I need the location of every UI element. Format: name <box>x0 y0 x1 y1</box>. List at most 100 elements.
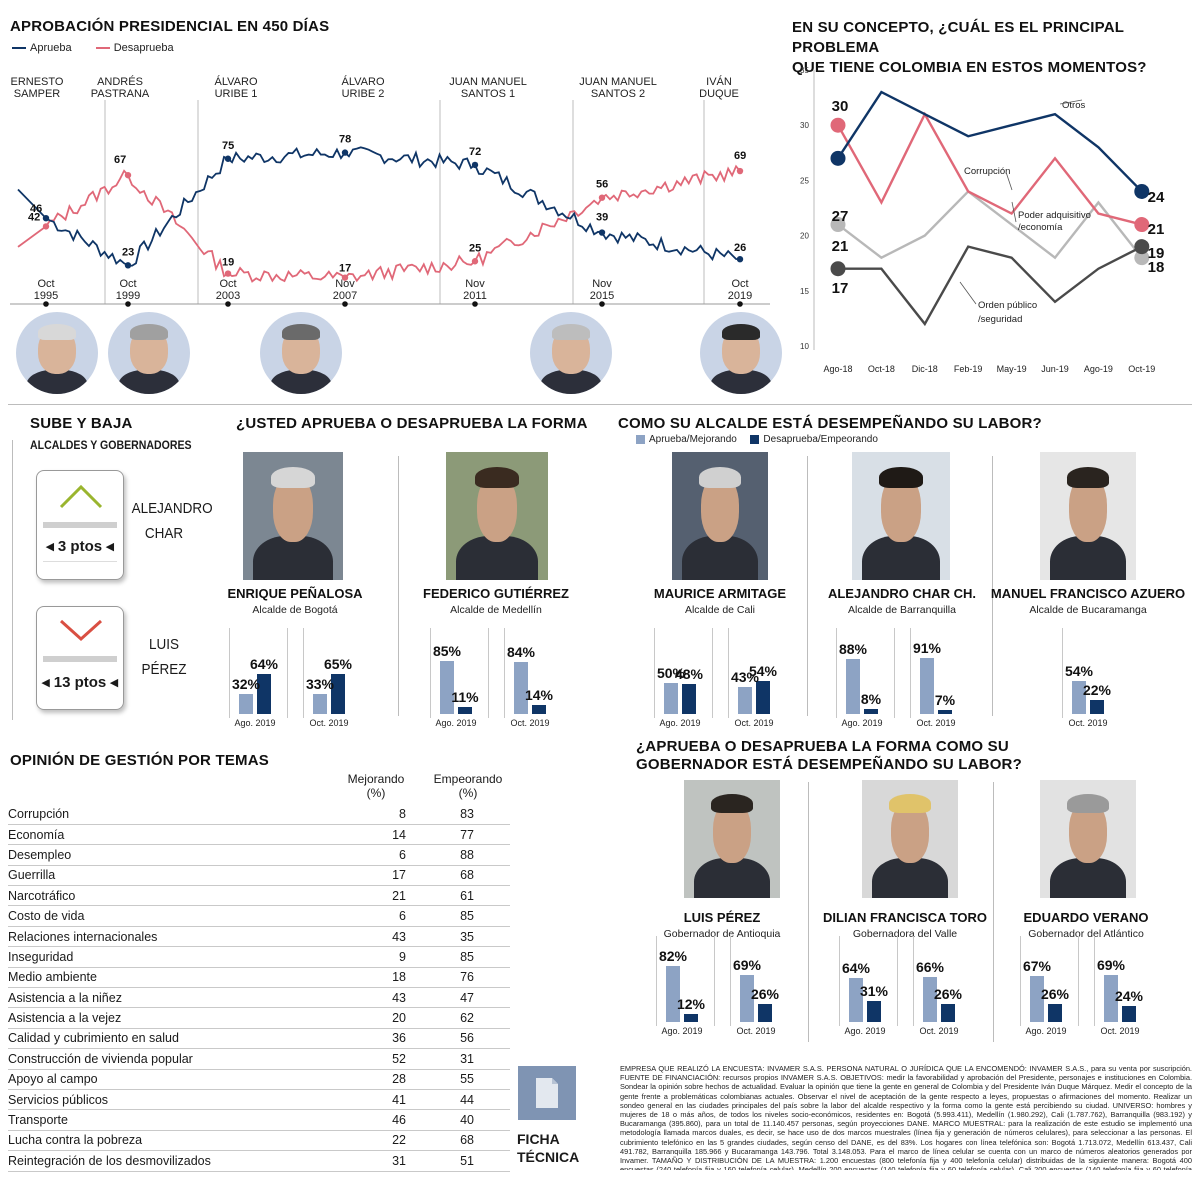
approve-pct: 82% <box>658 948 688 965</box>
series-start-point <box>830 117 846 133</box>
approve-label: 75 <box>222 140 234 152</box>
disapprove-pct: 64% <box>249 656 279 673</box>
president-name-l1: ANDRÉS <box>97 76 143 88</box>
person-name: MAURICE ARMITAGE <box>653 586 787 601</box>
portrait-photo <box>1040 452 1136 580</box>
group-rule <box>504 628 505 718</box>
x-tick-label: Dic-18 <box>912 364 938 374</box>
approve-bar <box>239 694 253 714</box>
disapprove-pct: 65% <box>323 655 353 672</box>
person-name: ENRIQUE PEÑALOSA <box>227 586 363 601</box>
approve-point <box>736 256 744 263</box>
legend-mejorando-swatch <box>636 434 645 444</box>
person-role: Alcalde de Barranquilla <box>848 604 956 616</box>
president-name-l1: ÁLVARO <box>214 76 258 88</box>
topics-col2-header: Empeorando (%) <box>428 772 508 800</box>
gov-rule-1 <box>808 782 809 1042</box>
disapprove-pct: 12% <box>676 995 706 1012</box>
down-person-l2: PÉREZ <box>141 661 187 678</box>
group-rule <box>730 936 731 1026</box>
president-name-l2: SANTOS 1 <box>460 88 516 100</box>
down-right-marker-icon: ◂ <box>110 674 118 691</box>
timeline-dot <box>225 301 231 307</box>
topic-empeorando: 55 <box>412 1069 510 1090</box>
disapprove-pct: 7% <box>934 691 956 708</box>
approve-point <box>42 215 50 222</box>
series-start-label: 30 <box>832 98 849 115</box>
label-leader-line <box>1011 201 1017 223</box>
mayors-title-left: ¿USTED APRUEBA O DESAPRUEBA LA FORMA <box>236 415 588 432</box>
group-rule <box>1062 628 1063 718</box>
y-tick-label: 30 <box>800 121 809 130</box>
timeline-dot <box>43 301 49 307</box>
disapprove-label: 56 <box>596 179 608 191</box>
approve-bar <box>313 693 327 714</box>
president-name-l2: PASTRANA <box>90 88 150 100</box>
approve-pct: 67% <box>1022 958 1052 975</box>
approve-pct: 66% <box>915 959 945 976</box>
president-name: ERNESTO SAMPER <box>0 76 82 100</box>
approve-point <box>341 149 349 156</box>
x-tick-label: Ago-18 <box>823 364 852 374</box>
legend-approve-label: Aprueba <box>30 42 72 54</box>
topic-mejorando: 31 <box>348 1150 412 1172</box>
date-year: 2019 <box>727 290 753 302</box>
disapprove-bar <box>331 673 345 714</box>
disapprove-pct: 26% <box>933 986 963 1003</box>
ficha-title-l1: FICHA <box>517 1131 560 1147</box>
y-tick-label: 20 <box>800 232 809 241</box>
approve-pct: 32% <box>231 676 261 693</box>
group-rule <box>839 936 840 1026</box>
disapprove-bar <box>758 1004 772 1022</box>
table-row: Lucha contra la pobreza 22 68 <box>8 1130 510 1152</box>
series-corrupcion-line <box>836 111 1143 226</box>
approve-point <box>598 229 606 236</box>
topic-mejorando: 18 <box>348 967 412 989</box>
approve-bar <box>666 966 680 1022</box>
disapprove-point <box>42 223 50 230</box>
table-row: Asistencia a la vejez 20 62 <box>8 1007 510 1029</box>
period-divider <box>897 936 898 1026</box>
problem-title-line2: QUE TIENE COLOMBIA EN ESTOS MOMENTOS? <box>792 59 1147 76</box>
person-name: MANUEL FRANCISCO AZUERO <box>990 586 1186 601</box>
group-rule <box>303 628 304 718</box>
table-row: Corrupción 8 83 <box>8 804 510 825</box>
period-label: Oct. 2019 <box>916 718 956 728</box>
disapprove-bar <box>1048 1004 1062 1022</box>
date-year: 2007 <box>332 290 358 302</box>
president-name-l2: SAMPER <box>13 88 61 100</box>
section-divider <box>8 404 1192 405</box>
period-divider <box>287 628 288 718</box>
disapprove-label: 25 <box>469 242 481 254</box>
topic-mejorando: 46 <box>348 1109 412 1131</box>
table-row: Costo de vida 6 85 <box>8 905 510 927</box>
approve-bar <box>923 977 937 1022</box>
disapprove-bar <box>682 684 696 714</box>
group-rule <box>654 628 655 718</box>
period-label: Ago. 2019 <box>1025 1026 1067 1036</box>
timeline-dot <box>125 301 131 307</box>
series-end-point <box>1134 183 1150 199</box>
x-tick-label: Jun-19 <box>1041 364 1069 374</box>
timeline-date: Nov 2011 <box>445 278 505 302</box>
series-inline-label: Orden público <box>978 300 1037 311</box>
topics-col2-l1: Empeorando <box>433 772 503 786</box>
disapprove-label: 69 <box>734 150 746 162</box>
down-bar <box>43 656 117 662</box>
timeline-dot <box>472 301 478 307</box>
mayors-legend: Aprueba/Mejorando Desaprueba/Empeorando <box>636 434 878 445</box>
president-name: ÁLVARO URIBE 2 <box>318 76 408 100</box>
topic-mejorando: 6 <box>348 905 412 927</box>
portrait-photo <box>684 780 780 898</box>
topic-empeorando: 51 <box>412 1150 510 1172</box>
topics-title: OPINIÓN DE GESTIÓN POR TEMAS <box>10 752 269 769</box>
portrait-photo <box>672 452 768 580</box>
legend-disapprove-label: Desaprueba <box>113 42 174 54</box>
disapprove-pct: 11% <box>451 689 479 706</box>
date-year: 2015 <box>589 290 615 302</box>
topic-name: Lucha contra la pobreza <box>8 1130 348 1152</box>
up-person-l1: ALEJANDRO <box>131 500 213 517</box>
label-leader-line <box>1005 171 1013 191</box>
mayors-rule-2 <box>807 456 808 716</box>
disapprove-bar <box>1122 1005 1136 1022</box>
